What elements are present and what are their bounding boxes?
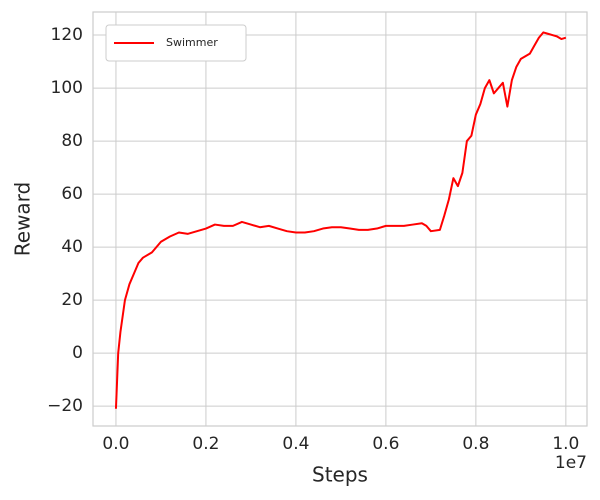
- x-tick-label: 0.8: [462, 434, 489, 454]
- y-tick-label: 100: [51, 78, 83, 98]
- x-tick-label: 0.6: [372, 434, 399, 454]
- line: [114, 31, 567, 409]
- y-tick-label: 0: [72, 343, 83, 363]
- legend-box: [105, 24, 247, 62]
- x-tick-label: 0.2: [192, 434, 219, 454]
- plot-frame: [92, 11, 588, 427]
- legend: Swimmer: [105, 24, 247, 62]
- y-tick-label: 20: [61, 290, 83, 310]
- x-tick-label: 0.0: [102, 434, 129, 454]
- y-tick-label: 120: [51, 25, 83, 45]
- y-tick-label: 40: [61, 237, 83, 257]
- x-tick-label: 0.4: [282, 434, 309, 454]
- y-tick-label: −20: [47, 396, 83, 416]
- y-tick-label: 60: [61, 184, 83, 204]
- x-offset-label: 1e7: [555, 453, 587, 473]
- y-tick-label: 80: [61, 131, 83, 151]
- x-tick-label: 1.0: [552, 434, 579, 454]
- x-axis-label: Steps: [312, 463, 368, 487]
- legend-label: Swimmer: [166, 36, 218, 49]
- y-axis-label: Reward: [11, 182, 35, 256]
